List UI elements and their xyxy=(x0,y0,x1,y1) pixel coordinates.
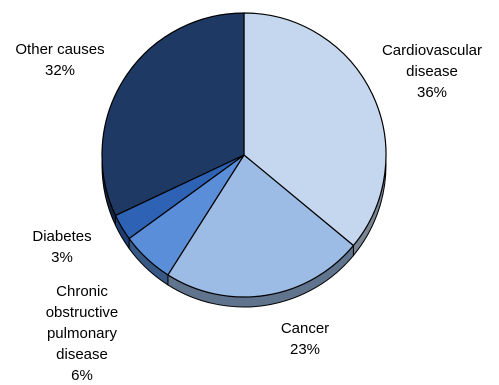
pie-labels: Cardiovascular disease 36% Cancer 23% Chronic… xyxy=(15,41,482,384)
slice-label: Diabetes 3% xyxy=(32,228,91,266)
slice-value-label: 36% xyxy=(417,84,447,101)
slice-value-label: 23% xyxy=(290,341,320,358)
slice-label: Other causes 32% xyxy=(15,41,104,79)
slice-name-label: Cardiovascular xyxy=(382,42,482,59)
pie-slice xyxy=(101,12,245,217)
slice-name-label: Cancer xyxy=(281,320,329,337)
pie-slice xyxy=(167,154,355,298)
slice-name-label: disease xyxy=(406,63,458,80)
slice-label: Cardiovascular disease 36% xyxy=(382,42,482,101)
slice-name-label: obstructive xyxy=(46,304,119,321)
slice-label: Cancer 23% xyxy=(281,320,329,358)
slice-value-label: 32% xyxy=(45,62,75,79)
slice-name-label: disease xyxy=(56,346,108,363)
slice-name-label: Chronic xyxy=(56,283,108,300)
slice-value-label: 3% xyxy=(51,249,73,266)
slice-name-label: pulmonary xyxy=(47,325,118,342)
slice-label: Chronic obstructive pulmonary disease 6% xyxy=(46,283,119,384)
slice-name-label: Diabetes xyxy=(32,228,91,245)
slice-value-label: 6% xyxy=(71,367,93,384)
pie-slices xyxy=(101,12,387,298)
pie-slice xyxy=(243,12,387,247)
slice-name-label: Other causes xyxy=(15,41,104,58)
